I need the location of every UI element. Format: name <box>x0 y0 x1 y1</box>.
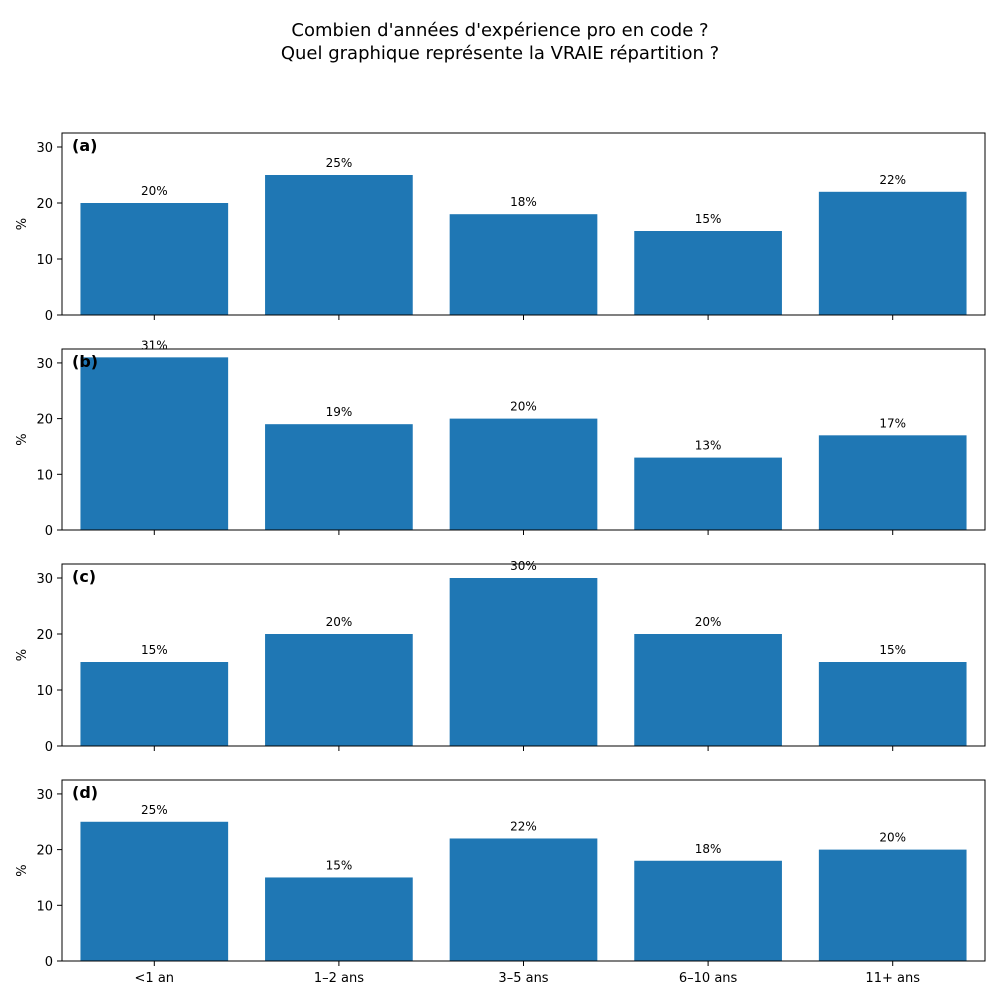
bar <box>265 175 413 315</box>
y-tick-label: 0 <box>45 955 53 970</box>
bar <box>80 821 229 961</box>
y-tick-label: 30 <box>36 357 53 372</box>
bar-value-label: 20% <box>695 615 722 629</box>
bar <box>80 662 229 746</box>
y-tick-label: 0 <box>45 740 53 755</box>
bar <box>634 231 782 315</box>
y-axis-label: % <box>15 433 30 445</box>
bar <box>449 578 598 746</box>
bar-value-label: 22% <box>879 173 906 187</box>
bar <box>449 214 598 315</box>
bar-value-label: 15% <box>326 858 353 872</box>
panel-label: (d) <box>72 783 98 802</box>
y-tick-label: 10 <box>36 468 53 483</box>
bar <box>634 634 782 746</box>
bar-value-label: 17% <box>879 416 906 430</box>
panel-2: 15% 20% 30% 20% 15% 0 10 20 30 (c)% <box>15 559 986 755</box>
x-tick-label: 3–5 ans <box>498 971 548 986</box>
bar <box>634 860 782 961</box>
bar-value-label: 18% <box>510 195 537 209</box>
chart-title-line-1: Combien d'années d'expérience pro en cod… <box>291 20 708 41</box>
y-tick-label: 10 <box>36 899 53 914</box>
y-tick-label: 20 <box>36 628 53 643</box>
y-axis-label: % <box>15 218 30 230</box>
chart-title-line-2: Quel graphique représente la VRAIE répar… <box>281 43 719 64</box>
bar <box>80 357 229 530</box>
panel-label: (a) <box>72 136 97 155</box>
bar-value-label: 20% <box>326 615 353 629</box>
x-tick-label: 1–2 ans <box>314 971 364 986</box>
panel-label: (b) <box>72 352 98 371</box>
axes-frame <box>61 563 986 747</box>
y-tick-label: 0 <box>45 309 53 324</box>
y-tick-label: 30 <box>36 788 53 803</box>
bar <box>818 435 967 530</box>
y-tick-label: 10 <box>36 684 53 699</box>
panel-3: 25% <1 an 15% 1–2 ans 22% 3–5 ans 18% 6–10 ans 2… <box>15 779 986 986</box>
bar-value-label: 15% <box>879 643 906 657</box>
y-tick-label: 20 <box>36 844 53 859</box>
panel-label: (c) <box>72 567 96 586</box>
bar <box>634 457 782 530</box>
x-tick-label: <1 an <box>135 971 175 986</box>
axes-frame <box>61 132 986 316</box>
axes-frame <box>61 779 986 962</box>
bar-value-label: 22% <box>510 819 537 833</box>
bar-value-label: 31% <box>141 338 168 352</box>
y-tick-label: 30 <box>36 572 53 587</box>
panel-1: 31% 19% 20% 13% 17% 0 10 20 30 (b)% <box>15 338 986 539</box>
bar <box>265 424 413 530</box>
bar <box>818 849 967 961</box>
bar <box>265 877 413 961</box>
bar <box>818 191 967 315</box>
bar <box>265 634 413 746</box>
x-tick-label: 6–10 ans <box>679 971 738 986</box>
bar-value-label: 30% <box>510 559 537 573</box>
y-axis-label: % <box>15 864 30 876</box>
y-tick-label: 0 <box>45 524 53 539</box>
panel-0: 20% 25% 18% 15% 22% 0 10 20 30 (a)% <box>15 132 986 324</box>
bar <box>80 203 229 315</box>
bar-value-label: 19% <box>326 405 353 419</box>
bar-value-label: 20% <box>141 184 168 198</box>
bar-value-label: 15% <box>695 212 722 226</box>
bar-value-label: 25% <box>326 156 353 170</box>
bar-value-label: 15% <box>141 643 168 657</box>
axes-frame <box>61 348 986 531</box>
y-tick-label: 10 <box>36 253 53 268</box>
panels: 20% 25% 18% 15% 22% 0 10 20 30 (a)% 31% 19% 20% 13% 17… <box>15 132 986 986</box>
bar-value-label: 13% <box>695 439 722 453</box>
bar-value-label: 25% <box>141 803 168 817</box>
bar-value-label: 18% <box>695 842 722 856</box>
bar <box>449 418 598 530</box>
bar <box>818 662 967 746</box>
y-axis-label: % <box>15 649 30 661</box>
y-tick-label: 20 <box>36 413 53 428</box>
bar-value-label: 20% <box>510 400 537 414</box>
bar-value-label: 20% <box>879 831 906 845</box>
x-tick-label: 11+ ans <box>865 971 920 986</box>
y-tick-label: 30 <box>36 141 53 156</box>
bar <box>449 838 598 961</box>
y-tick-label: 20 <box>36 197 53 212</box>
